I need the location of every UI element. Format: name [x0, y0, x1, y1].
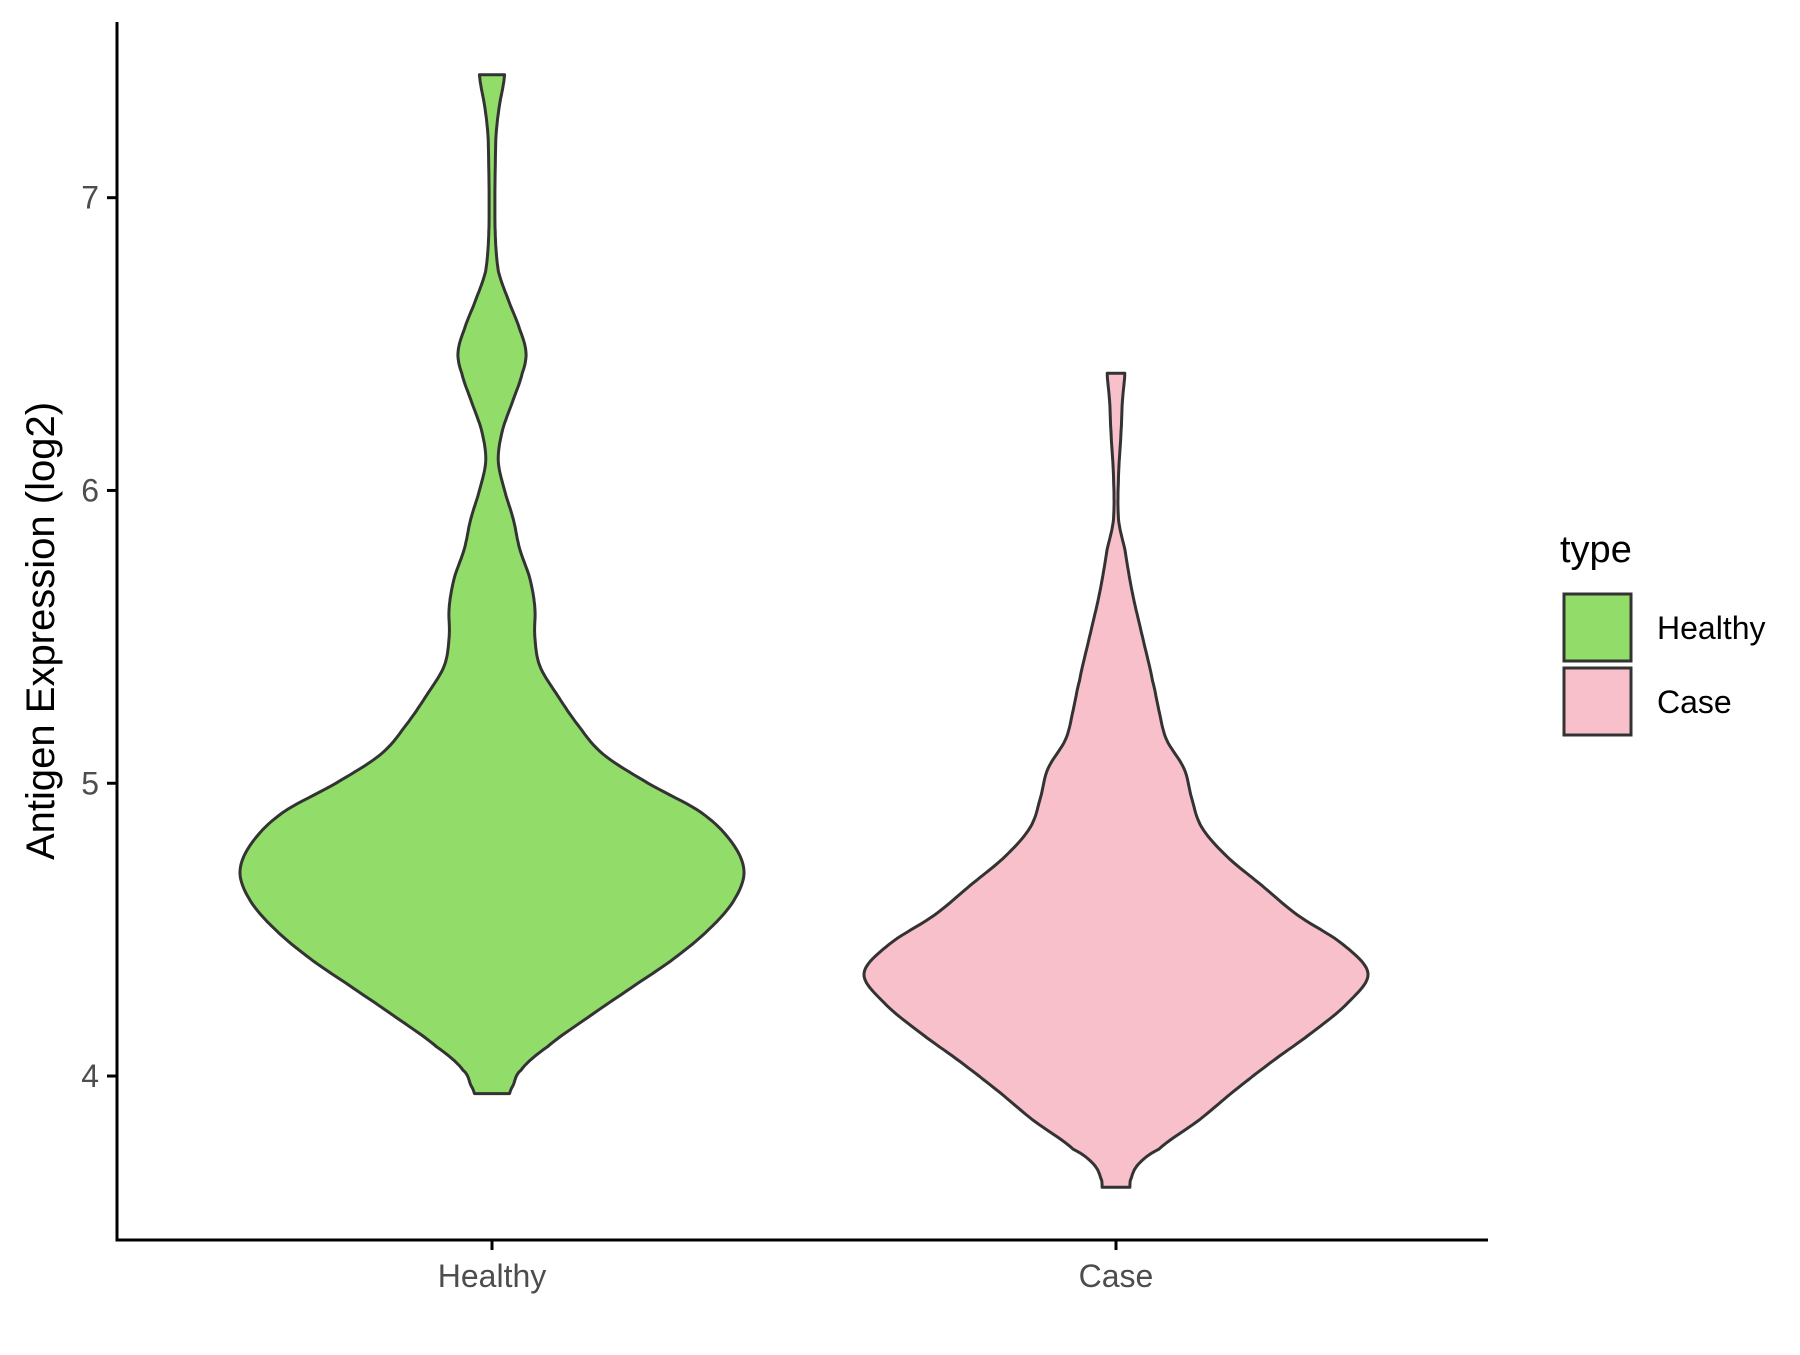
y-axis-ticks: 4 5 6 7: [81, 180, 117, 1094]
x-tick-label: Case: [1079, 1258, 1154, 1294]
x-tick-label: Healthy: [438, 1258, 547, 1294]
x-axis-ticks: Healthy Case: [438, 1240, 1154, 1294]
legend-label-case: Case: [1657, 684, 1732, 720]
legend-swatch-case: [1562, 666, 1633, 737]
legend-title: type: [1560, 529, 1632, 571]
legend-entries: Healthy Case: [1562, 592, 1766, 737]
legend-label-healthy: Healthy: [1657, 610, 1766, 646]
violins-layer: [238, 73, 1370, 1189]
y-tick-label: 4: [81, 1058, 99, 1094]
y-tick-label: 7: [81, 180, 99, 216]
y-axis-label: Antigen Expression (log2): [19, 402, 63, 860]
legend: type Healthy Case: [1560, 529, 1766, 737]
y-tick-label: 6: [81, 472, 99, 508]
axes-layer: 4 5 6 7 Healthy Case Antigen Expression (log…: [19, 22, 1488, 1294]
violin-healthy: [238, 73, 746, 1096]
y-tick-label: 5: [81, 765, 99, 801]
legend-swatch-healthy: [1562, 592, 1633, 663]
violin-case: [862, 371, 1370, 1189]
